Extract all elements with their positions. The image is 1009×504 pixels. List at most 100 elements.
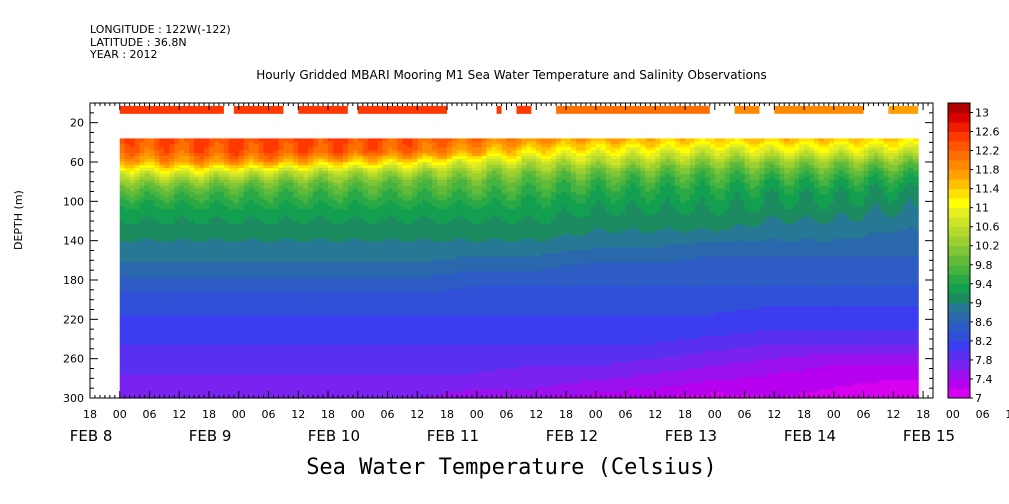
heatmap-cell xyxy=(129,218,136,222)
heatmap-cell xyxy=(362,377,369,381)
heatmap-cell xyxy=(387,167,394,172)
heatmap-cell xyxy=(342,339,349,343)
heatmap-cell xyxy=(218,359,225,364)
heatmap-cell xyxy=(204,194,210,198)
heatmap-cell xyxy=(308,238,314,243)
heatmap-cell xyxy=(134,339,141,343)
heatmap-cell xyxy=(332,347,339,352)
heatmap-cell xyxy=(308,392,314,396)
heatmap-cell xyxy=(362,262,369,266)
heatmap-cell xyxy=(194,218,200,222)
heatmap-cell xyxy=(218,162,225,166)
heatmap-cell xyxy=(313,185,319,190)
heatmap-cell xyxy=(362,321,369,325)
heatmap-cell xyxy=(124,321,131,325)
heatmap-cell xyxy=(352,386,359,390)
heatmap-cell xyxy=(382,268,389,272)
heatmap-cell xyxy=(204,144,210,148)
heatmap-cell xyxy=(209,324,215,328)
heatmap-cell xyxy=(228,185,235,190)
heatmap-cell xyxy=(124,315,131,319)
heatmap-cell xyxy=(283,268,289,272)
heatmap-cell xyxy=(318,262,324,266)
heatmap-cell xyxy=(273,380,280,384)
heatmap-cell xyxy=(199,244,205,249)
latitude-label: LATITUDE : 36.8N xyxy=(90,35,187,49)
heatmap-cell xyxy=(209,377,215,381)
heatmap-cell xyxy=(129,377,136,381)
heatmap-cell xyxy=(199,256,205,260)
heatmap-cell xyxy=(243,203,250,207)
heatmap-cell xyxy=(159,147,165,151)
heatmap-cell xyxy=(347,156,354,160)
heatmap-cell xyxy=(154,144,161,148)
heatmap-cell xyxy=(154,350,161,355)
heatmap-cell xyxy=(318,356,324,361)
heatmap-cell xyxy=(342,179,349,184)
heatmap-cell xyxy=(119,288,126,293)
heatmap-cell xyxy=(184,244,190,249)
heatmap-cell xyxy=(362,173,369,178)
heatmap-cell xyxy=(179,315,185,319)
heatmap-cell xyxy=(263,188,270,193)
heatmap-cell xyxy=(228,303,235,308)
heatmap-cell xyxy=(372,144,379,148)
heatmap-cell xyxy=(169,309,175,314)
heatmap-cell xyxy=(347,383,354,387)
heatmap-cell xyxy=(144,232,151,237)
heatmap-cell xyxy=(159,356,165,361)
heatmap-cell xyxy=(273,341,280,346)
heatmap-cell xyxy=(139,141,146,145)
heatmap-cell xyxy=(129,182,136,187)
heatmap-cell xyxy=(184,291,190,296)
heatmap-cell xyxy=(164,215,170,219)
heatmap-cell xyxy=(318,185,324,190)
heatmap-cell xyxy=(223,191,230,196)
heatmap-cell xyxy=(313,297,319,302)
heatmap-cell xyxy=(273,371,280,375)
heatmap-cell xyxy=(258,377,265,381)
heatmap-cell xyxy=(268,309,275,314)
heatmap-cell xyxy=(372,141,379,145)
heatmap-cell xyxy=(313,232,319,237)
heatmap-cell xyxy=(273,285,280,290)
heatmap-cell xyxy=(387,262,394,266)
heatmap-cell xyxy=(238,197,245,201)
heatmap-cell xyxy=(273,188,280,193)
heatmap-cell xyxy=(199,167,205,172)
heatmap-cell xyxy=(139,253,146,257)
heatmap-cell xyxy=(303,197,309,201)
heatmap-cell xyxy=(318,383,324,387)
heatmap-cell xyxy=(228,288,235,293)
heatmap-cell xyxy=(199,197,205,201)
heatmap-cell xyxy=(352,223,359,228)
heatmap-cell xyxy=(213,300,220,305)
heatmap-cell xyxy=(342,359,349,364)
heatmap-cell xyxy=(134,200,141,204)
heatmap-cell xyxy=(313,344,319,349)
heatmap-cell xyxy=(149,200,156,204)
heatmap-cell xyxy=(347,347,354,352)
heatmap-cell xyxy=(288,297,294,302)
heatmap-cell xyxy=(318,144,324,148)
heatmap-cell xyxy=(174,250,180,255)
heatmap-cell xyxy=(119,280,126,284)
heatmap-cell xyxy=(159,238,165,243)
heatmap-cell xyxy=(233,188,240,193)
heatmap-cell xyxy=(288,156,294,160)
heatmap-cell xyxy=(209,253,215,257)
heatmap-cell xyxy=(357,356,364,361)
heatmap-cell xyxy=(258,277,265,281)
heatmap-cell xyxy=(387,209,394,213)
heatmap-cell xyxy=(342,330,349,334)
heatmap-cell xyxy=(372,206,379,210)
year-label: YEAR : 2012 xyxy=(90,48,158,61)
heatmap-cell xyxy=(199,285,205,290)
heatmap-cell xyxy=(179,386,185,390)
heatmap-cell xyxy=(119,333,126,337)
heatmap-cell xyxy=(119,336,126,340)
heatmap-cell xyxy=(179,389,185,393)
heatmap-cell xyxy=(392,215,399,219)
heatmap-cell xyxy=(352,356,359,361)
heatmap-cell xyxy=(382,167,389,172)
